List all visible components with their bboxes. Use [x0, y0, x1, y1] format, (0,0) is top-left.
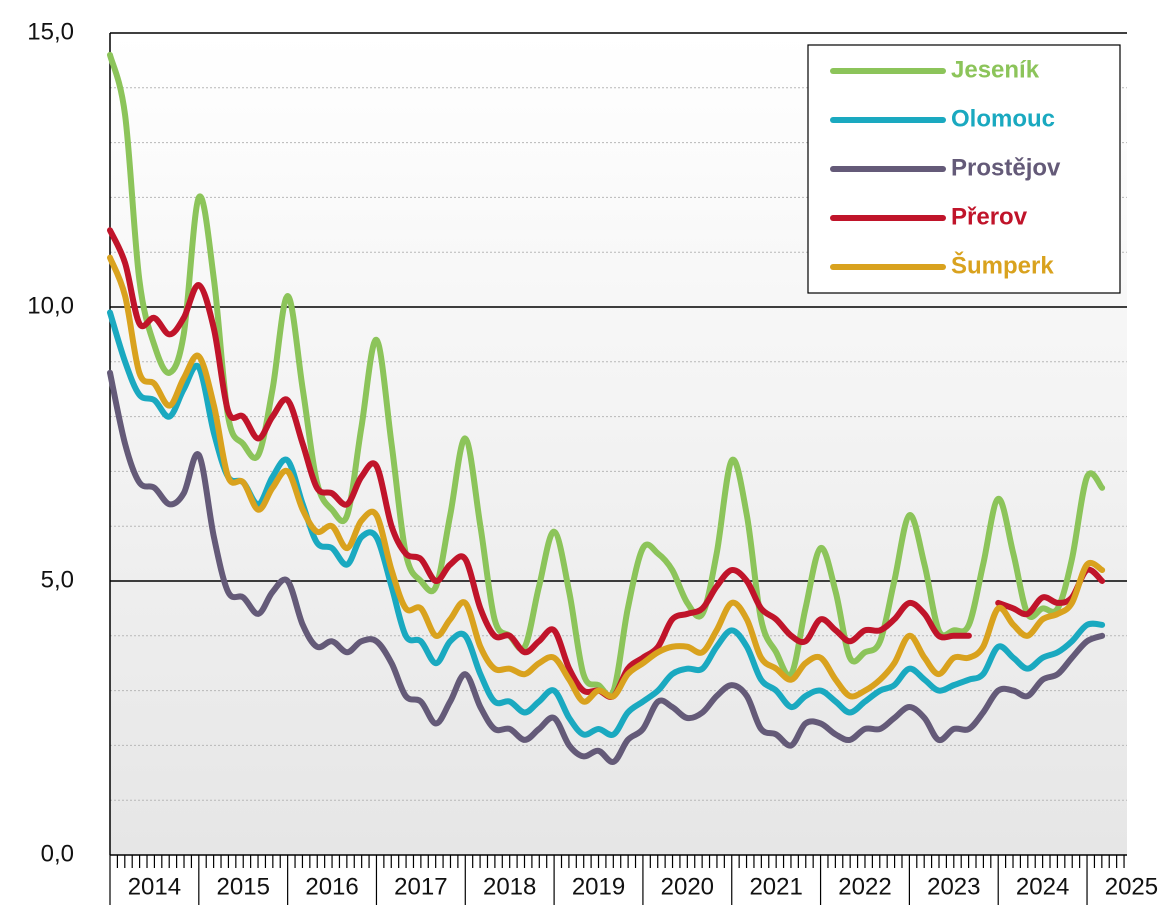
- legend-label: Přerov: [951, 203, 1028, 230]
- x-tick-label: 2018: [483, 873, 536, 900]
- x-tick-label: 2015: [217, 873, 270, 900]
- x-tick-label: 2025: [1105, 873, 1158, 900]
- legend: Jeseník Olomouc Prostějov Přerov Šumperk: [807, 44, 1121, 294]
- y-tick-label: 5,0: [41, 566, 74, 593]
- legend-label: Jeseník: [951, 56, 1040, 83]
- legend-label: Šumperk: [951, 251, 1054, 279]
- x-tick-label: 2019: [572, 873, 625, 900]
- series-line: [107, 254, 1106, 705]
- x-tick-label: 2020: [661, 873, 714, 900]
- x-tick-label: 2024: [1016, 873, 1069, 900]
- x-tick-label: 2014: [128, 873, 181, 900]
- x-tick-label: 2016: [305, 873, 358, 900]
- legend-label: Olomouc: [951, 105, 1055, 132]
- y-tick-label: 15,0: [27, 18, 74, 45]
- x-tick-label: 2023: [927, 873, 980, 900]
- legend-label: Prostějov: [951, 154, 1061, 181]
- x-tick-label: 2017: [394, 873, 447, 900]
- x-tick-label: 2022: [838, 873, 891, 900]
- y-tick-label: 0,0: [41, 840, 74, 867]
- y-tick-label: 10,0: [27, 292, 74, 319]
- series-line: [107, 309, 1106, 738]
- series-line: [107, 369, 1106, 765]
- x-tick-label: 2021: [749, 873, 802, 900]
